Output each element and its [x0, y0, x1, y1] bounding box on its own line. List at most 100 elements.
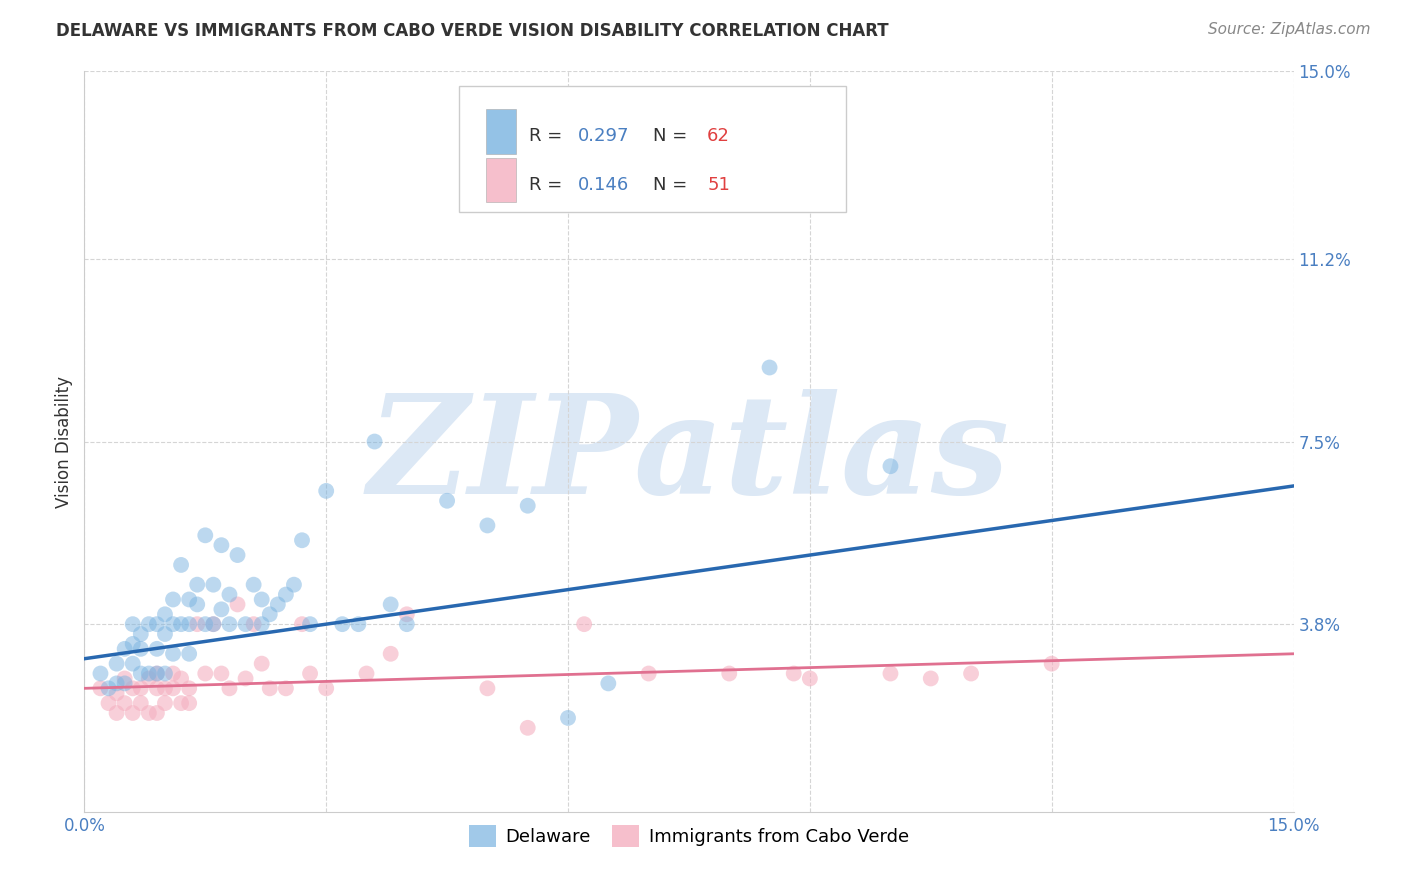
Point	[186, 617, 208, 632]
Point	[146, 666, 169, 681]
Point	[114, 672, 136, 686]
Point	[97, 681, 120, 696]
Point	[121, 657, 143, 671]
Point	[162, 617, 184, 632]
Point	[138, 617, 160, 632]
Point	[129, 641, 152, 656]
Point	[153, 666, 176, 681]
Point	[218, 588, 240, 602]
Point	[395, 607, 418, 622]
Point	[162, 647, 184, 661]
Point	[129, 627, 152, 641]
Point	[259, 607, 281, 622]
Point	[380, 647, 402, 661]
Point	[121, 706, 143, 720]
Point	[146, 641, 169, 656]
Point	[138, 672, 160, 686]
Point	[267, 598, 290, 612]
Point	[274, 681, 297, 696]
Text: Source: ZipAtlas.com: Source: ZipAtlas.com	[1208, 22, 1371, 37]
Point	[162, 666, 184, 681]
Text: N =: N =	[652, 127, 693, 145]
FancyBboxPatch shape	[486, 158, 516, 202]
Point	[516, 499, 538, 513]
Point	[226, 548, 249, 562]
Point	[129, 696, 152, 710]
Text: DELAWARE VS IMMIGRANTS FROM CABO VERDE VISION DISABILITY CORRELATION CHART: DELAWARE VS IMMIGRANTS FROM CABO VERDE V…	[56, 22, 889, 40]
Point	[477, 518, 499, 533]
Point	[202, 617, 225, 632]
Point	[202, 577, 225, 591]
Point	[186, 598, 208, 612]
Point	[114, 641, 136, 656]
Point	[960, 666, 983, 681]
Point	[146, 706, 169, 720]
Point	[179, 681, 201, 696]
Point	[179, 617, 201, 632]
Point	[138, 666, 160, 681]
Point	[250, 657, 273, 671]
Point	[758, 360, 780, 375]
Point	[235, 672, 257, 686]
Point	[170, 696, 193, 710]
Point	[89, 666, 111, 681]
Point	[315, 681, 337, 696]
Point	[718, 666, 741, 681]
Point	[436, 493, 458, 508]
Point	[146, 617, 169, 632]
Point	[242, 617, 264, 632]
Point	[799, 672, 821, 686]
Point	[153, 627, 176, 641]
Point	[209, 538, 232, 552]
Point	[347, 617, 370, 632]
Point	[259, 681, 281, 696]
Point	[105, 657, 128, 671]
Point	[153, 607, 176, 622]
Point	[557, 711, 579, 725]
Point	[179, 647, 201, 661]
Point	[89, 681, 111, 696]
FancyBboxPatch shape	[486, 109, 516, 153]
Point	[170, 558, 193, 572]
Point	[637, 666, 659, 681]
Point	[363, 434, 385, 449]
Point	[879, 666, 901, 681]
Point	[1040, 657, 1063, 671]
Point	[194, 666, 217, 681]
Point	[395, 617, 418, 632]
Point	[274, 588, 297, 602]
Point	[291, 533, 314, 548]
Point	[226, 598, 249, 612]
Point	[162, 681, 184, 696]
Point	[218, 617, 240, 632]
Point	[138, 706, 160, 720]
Point	[598, 676, 620, 690]
Point	[330, 617, 353, 632]
Point	[194, 528, 217, 542]
Legend: Delaware, Immigrants from Cabo Verde: Delaware, Immigrants from Cabo Verde	[463, 818, 915, 855]
FancyBboxPatch shape	[460, 87, 846, 212]
Point	[105, 706, 128, 720]
Point	[291, 617, 314, 632]
Text: R =: R =	[529, 176, 568, 194]
Point	[105, 686, 128, 700]
Point	[170, 617, 193, 632]
Point	[121, 617, 143, 632]
Point	[129, 666, 152, 681]
Point	[879, 459, 901, 474]
Point	[235, 617, 257, 632]
Point	[179, 696, 201, 710]
Point	[186, 577, 208, 591]
Point	[202, 617, 225, 632]
Text: 51: 51	[707, 176, 730, 194]
Point	[194, 617, 217, 632]
Point	[114, 696, 136, 710]
Point	[121, 681, 143, 696]
Y-axis label: Vision Disability: Vision Disability	[55, 376, 73, 508]
Point	[162, 592, 184, 607]
Point	[242, 577, 264, 591]
Text: 0.297: 0.297	[578, 127, 630, 145]
Point	[250, 617, 273, 632]
Point	[179, 592, 201, 607]
Point	[783, 666, 806, 681]
